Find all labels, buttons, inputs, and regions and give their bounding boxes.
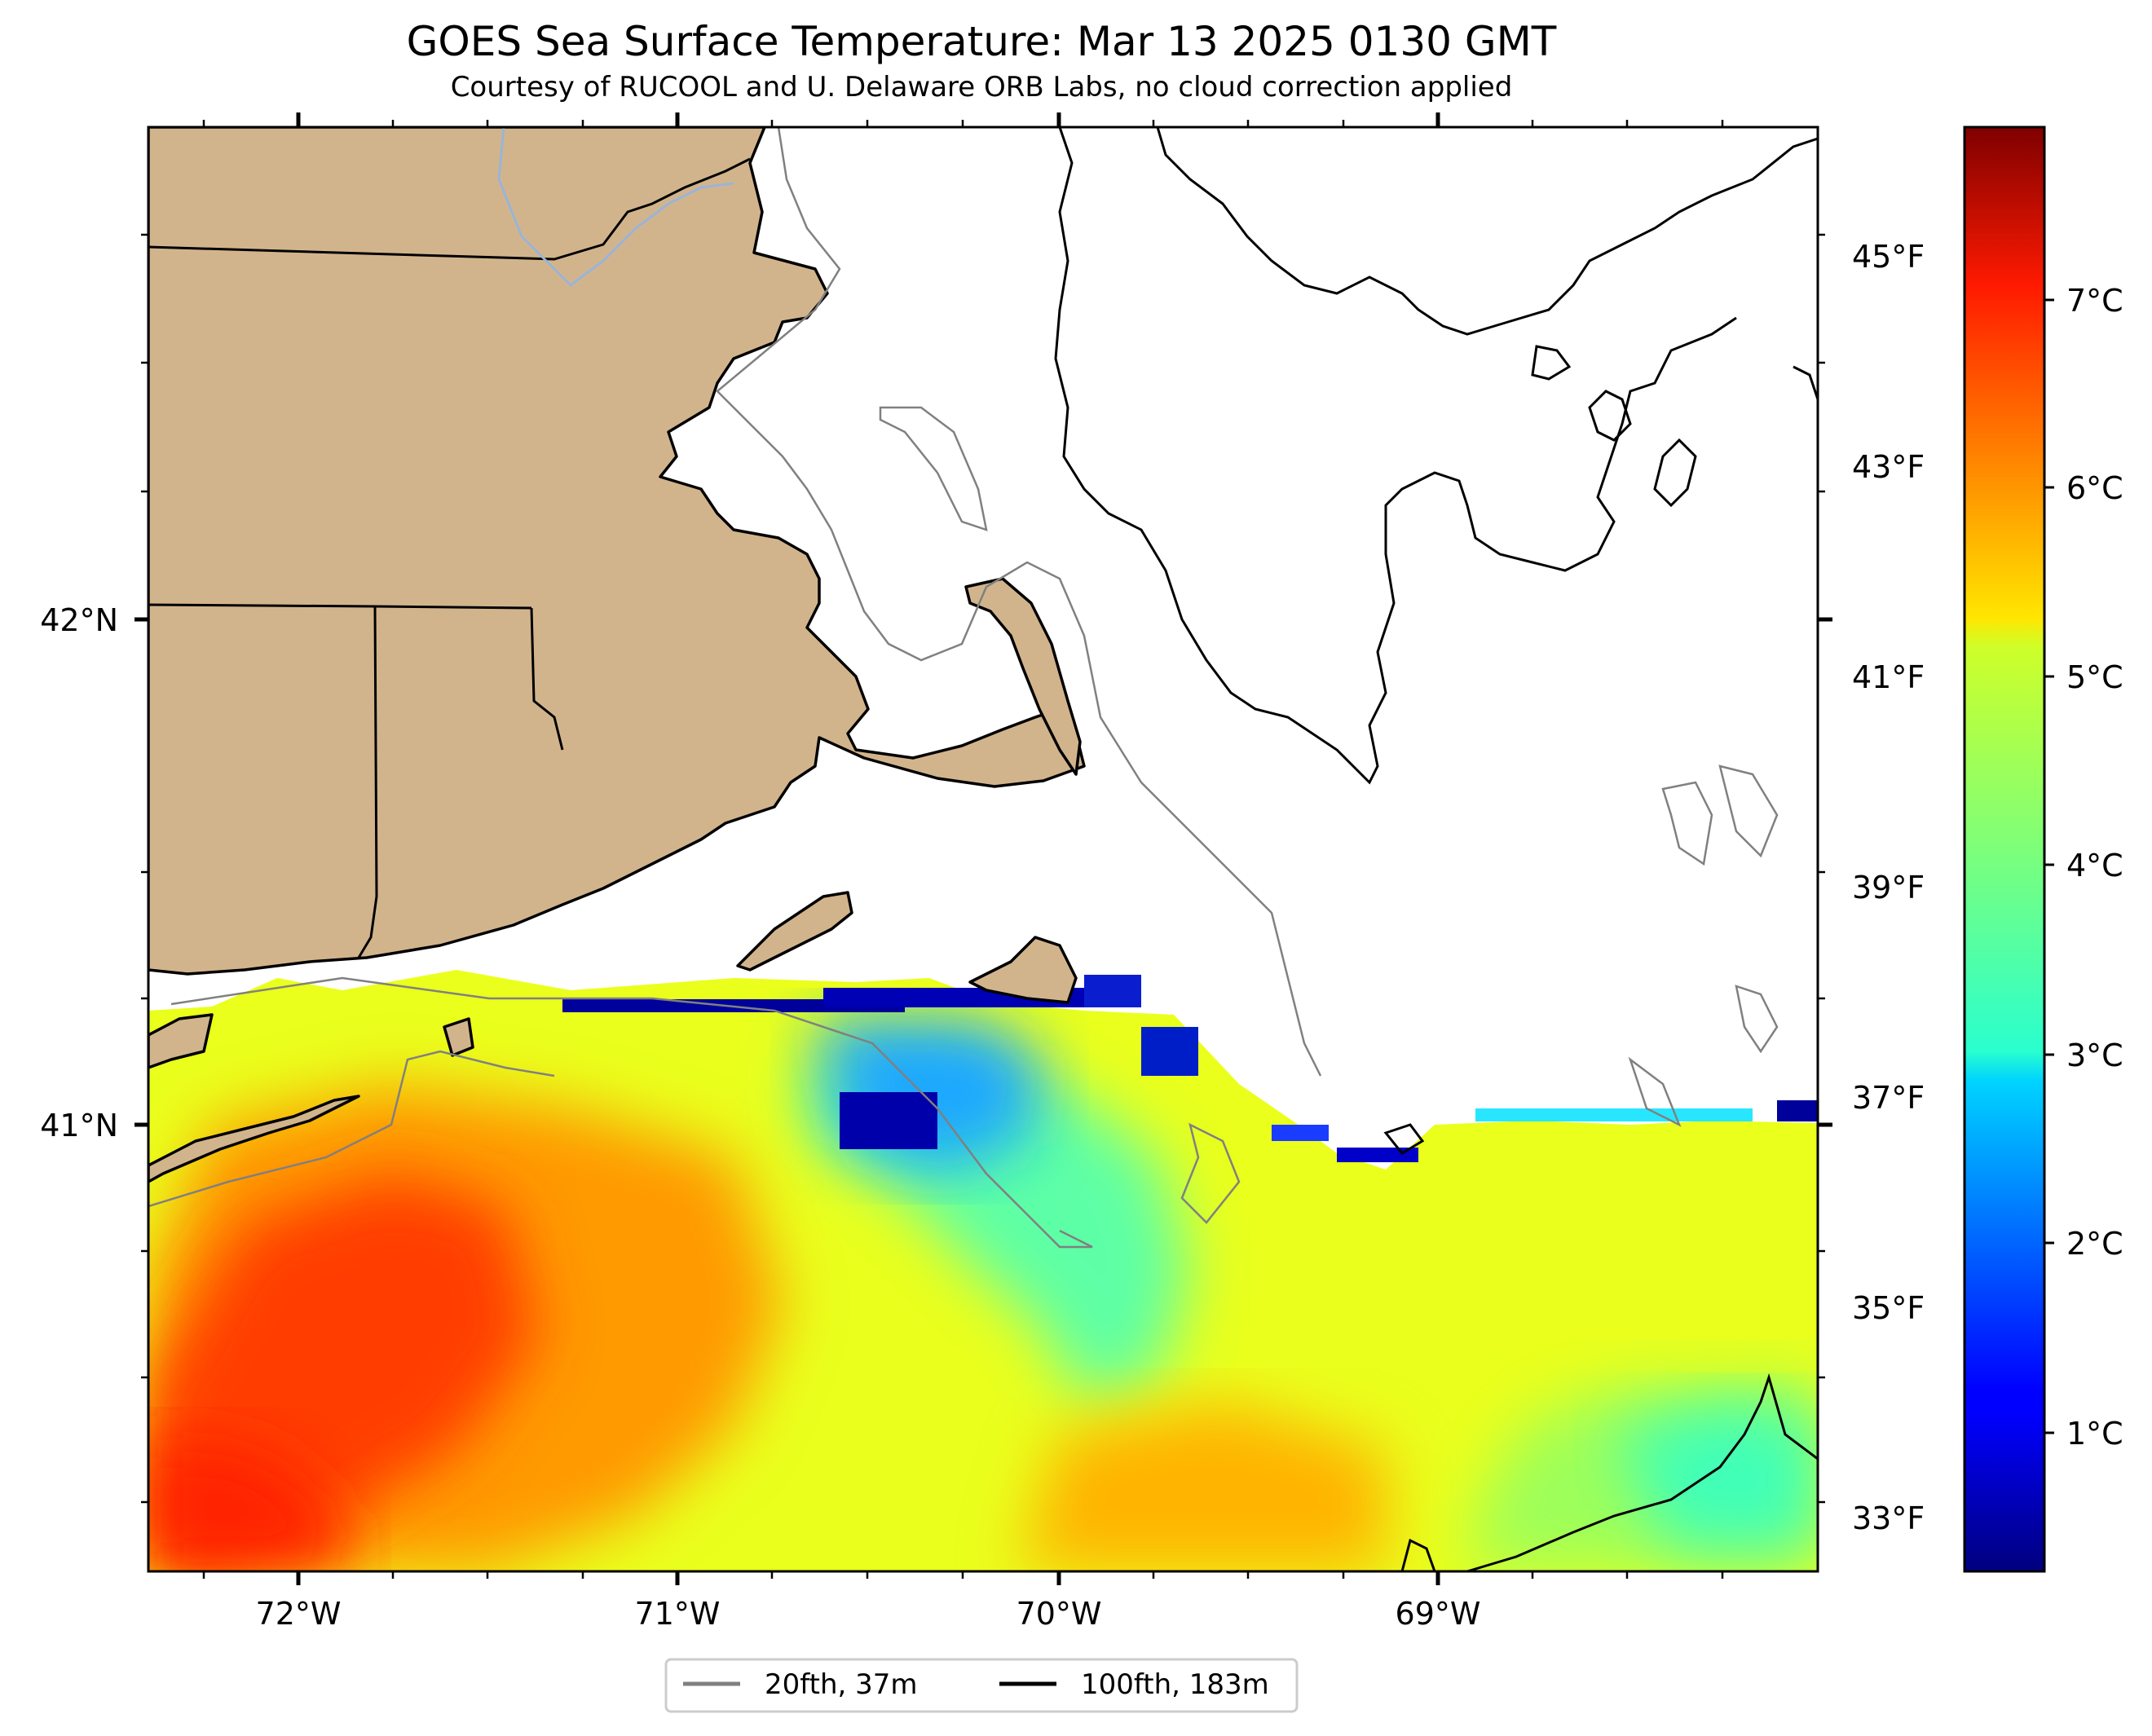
map-frame	[147, 126, 1819, 1573]
sst-south-orange	[1019, 1402, 1386, 1571]
sst-cold-patch	[840, 1092, 937, 1149]
cape-cod-hook	[964, 577, 1082, 776]
fahrenheit-label: 39°F	[1852, 870, 1925, 905]
y-tick-label: 42°N	[40, 602, 118, 638]
fahrenheit-label: 43°F	[1852, 449, 1925, 485]
fahrenheit-label: 35°F	[1852, 1290, 1925, 1326]
celsius-label: 6°C	[2066, 470, 2123, 506]
sst-cold-patch	[1777, 1100, 1818, 1121]
sst-red-corner	[148, 1434, 351, 1571]
fahrenheit-label: 41°F	[1852, 659, 1925, 695]
minor-ticks	[141, 120, 1825, 1579]
nantucket	[968, 936, 1078, 1004]
celsius-label: 3°C	[2066, 1038, 2123, 1073]
x-tick-label: 69°W	[1396, 1596, 1481, 1632]
isobath-100fth	[1054, 127, 1818, 1571]
land	[148, 127, 1086, 1183]
sst-east-cyan	[1614, 1402, 1818, 1549]
celsius-label: 4°C	[2066, 848, 2123, 883]
sst-cyan-band	[1475, 1108, 1753, 1121]
legend-box	[664, 1658, 1299, 1713]
sst-cold-band	[1272, 1125, 1329, 1141]
marthas-vineyard	[736, 891, 853, 972]
celsius-label: 5°C	[2066, 659, 2123, 695]
colorbar: 7°C 6°C 5°C 4°C 3°C 2°C 1°C	[1963, 126, 2123, 1573]
colorbar-gradient	[1963, 126, 2046, 1573]
celsius-label: 1°C	[2066, 1416, 2123, 1452]
isobath-20fth	[148, 127, 1779, 1249]
sst-cold-band	[1337, 1148, 1418, 1162]
river	[497, 127, 734, 287]
sst-cold-patch	[1084, 975, 1141, 1007]
y-tick-label: 41°N	[40, 1108, 118, 1143]
fahrenheit-label: 33°F	[1852, 1500, 1925, 1536]
long-island-north	[148, 1013, 214, 1069]
celsius-label: 2°C	[2066, 1226, 2123, 1262]
x-tick-label: 72°W	[256, 1596, 342, 1632]
x-tick-label: 71°W	[635, 1596, 721, 1632]
axis-ticks	[134, 112, 1832, 1585]
celsius-label: 7°C	[2066, 283, 2123, 319]
legend-label-20fth: 20fth, 37m	[765, 1668, 918, 1701]
block-island	[443, 1017, 474, 1057]
fahrenheit-label: 45°F	[1852, 239, 1925, 275]
map-panel	[148, 127, 1818, 1571]
legend-label-100fth: 100fth, 183m	[1081, 1668, 1269, 1701]
mainland-new-england	[148, 127, 1086, 976]
long-island-tip	[148, 1095, 360, 1183]
state-borders	[148, 157, 751, 958]
x-tick-label: 70°W	[1016, 1596, 1102, 1632]
legend: 20fth, 37m 100fth, 183m	[664, 1658, 1299, 1713]
chart-title: GOES Sea Surface Temperature: Mar 13 202…	[407, 18, 1557, 65]
sst-field	[148, 970, 1818, 1571]
sst-cold-patch	[1141, 1027, 1198, 1076]
chart-subtitle: Courtesy of RUCOOL and U. Delaware ORB L…	[451, 71, 1513, 104]
fahrenheit-label: 37°F	[1852, 1080, 1925, 1116]
